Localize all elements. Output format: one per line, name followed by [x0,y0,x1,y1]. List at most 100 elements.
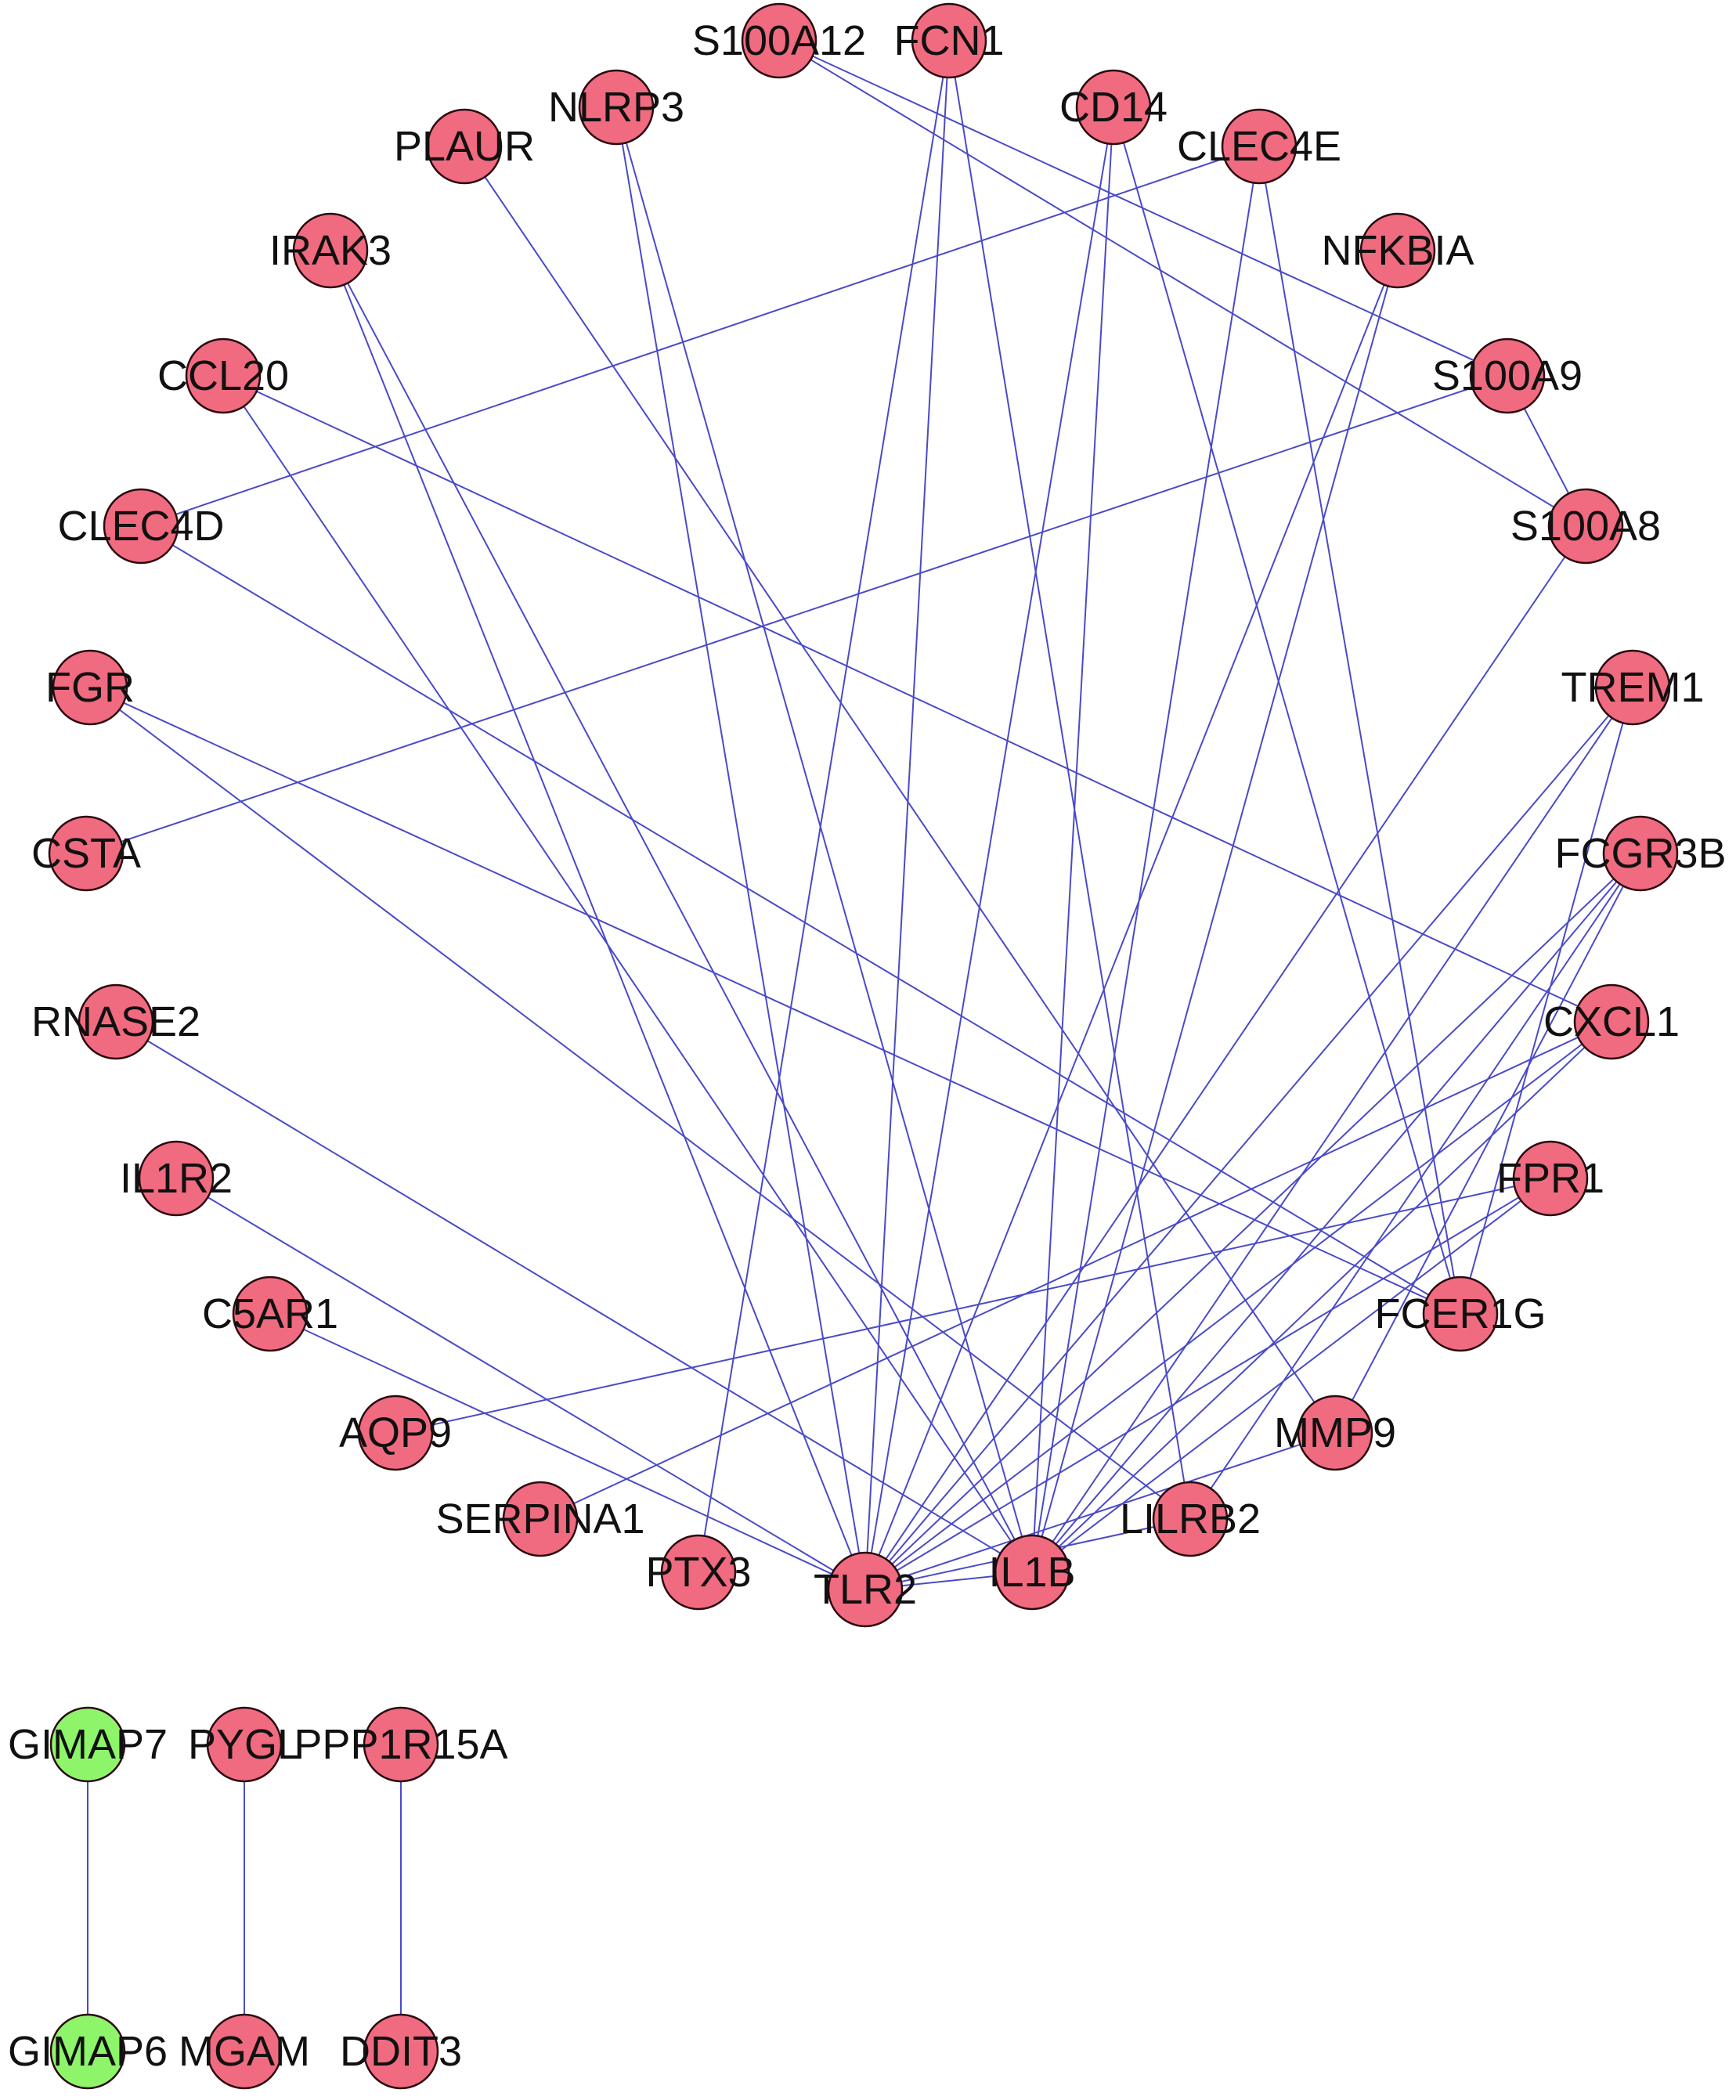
node-circle-aqp9 [357,1395,434,1471]
edge-clec4e-fcer1g [1258,146,1461,1315]
node-label-ccl20: CCL20 [157,352,289,399]
node-ptx3: PTX3 [645,1534,752,1611]
node-label-mmp9: MMP9 [1274,1409,1396,1456]
node-label-il1r2: IL1R2 [120,1155,233,1202]
node-s100a8: S100A8 [1510,488,1661,565]
node-clec4d: CLEC4D [57,488,225,565]
node-aqp9: AQP9 [339,1395,452,1471]
node-circle-cxcl1 [1573,983,1650,1060]
node-mgam: MGAM [179,2013,310,2090]
node-label-fgr: FGR [45,664,135,711]
node-circle-il1b [994,1534,1070,1611]
node-trem1: TREM1 [1561,649,1705,726]
edge-fcn1-lilrb2 [948,40,1191,1520]
edge-nfkbia-il1b [1031,250,1399,1573]
edge-cd14-il1b [1031,106,1114,1573]
node-plaur: PLAUR [394,108,535,185]
node-label-lilrb2: LILRB2 [1120,1496,1261,1543]
node-circle-nfkbia [1359,212,1436,289]
node-label-mgam: MGAM [179,2028,310,2075]
node-cxcl1: CXCL1 [1543,983,1680,1060]
node-fpr1: FPR1 [1496,1140,1604,1217]
edge-nlrp3-il1b [615,106,1033,1573]
node-circle-s100a8 [1547,488,1624,565]
edge-fcgr3b-mmp9 [1334,853,1641,1434]
node-circle-lilrb2 [1152,1481,1229,1557]
node-label-gimap7: GIMAP7 [8,1721,168,1768]
node-circle-rnase2 [78,983,154,1060]
node-csta: CSTA [31,815,141,892]
node-clec4e: CLEC4E [1177,108,1341,185]
edge-fpr1-il1b [1031,1178,1551,1573]
node-label-irak3: IRAK3 [269,227,392,274]
node-label-tlr2: TLR2 [814,1566,917,1613]
node-circle-ptx3 [660,1534,737,1611]
node-circle-il1r2 [138,1140,215,1217]
edge-trem1-fcer1g [1460,687,1633,1315]
node-label-trem1: TREM1 [1561,664,1704,711]
node-label-fcer1g: FCER1G [1374,1290,1546,1337]
node-label-rnase2: RNASE2 [31,998,200,1045]
node-tlr2: TLR2 [814,1551,917,1628]
node-rnase2: RNASE2 [31,983,200,1060]
node-label-ptx3: PTX3 [645,1549,751,1596]
node-circle-fcn1 [911,2,987,79]
node-label-cd14: CD14 [1059,84,1168,131]
node-circle-fpr1 [1512,1140,1589,1217]
edge-fcgr3b-tlr2 [864,853,1641,1590]
node-circle-fcer1g [1422,1276,1499,1352]
node-circle-s100a12 [741,2,817,79]
edge-c5ar1-tlr2 [269,1313,866,1590]
edge-ccl20-il1b [222,375,1033,1573]
edge-trem1-il1b [1031,687,1633,1573]
edge-fgr-fcer1g [89,687,1461,1315]
edge-clec4e-il1b [1031,146,1260,1573]
edge-s100a8-tlr2 [864,525,1586,1590]
edges-layer [85,40,1641,2051]
node-irak3: IRAK3 [269,212,392,289]
edge-ptx3-fcn1 [698,40,950,1573]
node-label-aqp9: AQP9 [339,1409,452,1456]
node-circle-tlr2 [827,1551,904,1628]
node-circle-nlrp3 [578,69,655,146]
node-il1r2: IL1R2 [120,1140,233,1217]
node-circle-s100a9 [1469,337,1546,414]
edge-trem1-tlr2 [864,687,1633,1590]
node-label-c5ar1: C5AR1 [202,1290,338,1337]
edge-cxcl1-tlr2 [864,1021,1612,1590]
edge-nfkbia-tlr2 [864,250,1399,1590]
node-label-gimap6: GIMAP6 [8,2028,168,2075]
node-label-nlrp3: NLRP3 [548,84,684,131]
node-label-ppp1r15a: PPP1R15A [294,1721,507,1768]
node-label-clec4e: CLEC4E [1177,123,1341,170]
edge-fpr1-aqp9 [395,1178,1551,1434]
edge-fcn1-tlr2 [864,40,950,1590]
node-label-s100a9: S100A9 [1432,352,1583,399]
node-circle-mmp9 [1297,1395,1373,1471]
node-circle-pygl [206,1706,283,1783]
node-circle-csta [48,815,125,892]
node-circle-clec4d [103,488,179,565]
node-il1b: IL1B [988,1534,1076,1611]
edge-cd14-fcer1g [1113,106,1461,1315]
edge-fcgr3b-lilrb2 [1189,853,1641,1520]
edge-il1r2-tlr2 [175,1178,866,1590]
edge-cd14-tlr2 [864,106,1114,1590]
node-circle-ccl20 [185,337,262,414]
node-circle-trem1 [1594,649,1671,726]
edge-fcgr3b-il1b [1031,853,1641,1573]
node-fcgr3b: FCGR3B [1554,815,1727,892]
node-circle-cd14 [1075,69,1152,146]
nodes-layer: S100A12 FCN1 NLRP3 CD14 PLAUR CLEC4E IRAK3 NFKB… [8,2,1727,2090]
node-label-fcgr3b: FCGR3B [1554,830,1726,877]
node-mmp9: MMP9 [1274,1395,1396,1471]
edge-s100a9-csta [85,375,1508,854]
edge-mmp9-tlr2 [864,1432,1336,1590]
node-label-clec4d: CLEC4D [57,503,224,550]
node-label-plaur: PLAUR [394,123,535,170]
node-circle-mgam [206,2013,283,2090]
node-circle-irak3 [292,212,369,289]
node-ccl20: CCL20 [157,337,289,414]
node-label-cxcl1: CXCL1 [1543,998,1680,1045]
